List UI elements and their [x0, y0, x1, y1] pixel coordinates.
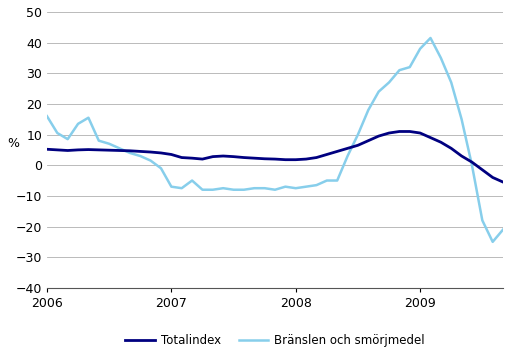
Bränslen och smörjmedel — [271, 188, 277, 192]
Bränslen och smörjmedel — [364, 108, 371, 112]
Legend: Totalindex, Bränslen och smörjmedel: Totalindex, Bränslen och smörjmedel — [121, 330, 429, 351]
Totalindex — [468, 160, 474, 164]
Totalindex — [489, 176, 495, 180]
Totalindex — [271, 157, 277, 161]
Totalindex — [44, 147, 50, 151]
Bränslen och smörjmedel — [209, 188, 215, 192]
Totalindex — [344, 146, 350, 151]
Bränslen och smörjmedel — [499, 227, 505, 232]
Line: Totalindex: Totalindex — [47, 132, 502, 182]
Bränslen och smörjmedel — [220, 186, 226, 190]
Totalindex — [313, 155, 319, 160]
Totalindex — [220, 154, 226, 158]
Bränslen och smörjmedel — [375, 90, 381, 94]
Y-axis label: %: % — [7, 137, 19, 150]
Bränslen och smörjmedel — [137, 154, 143, 158]
Bränslen och smörjmedel — [489, 240, 495, 244]
Totalindex — [168, 152, 174, 157]
Totalindex — [323, 152, 329, 157]
Bränslen och smörjmedel — [447, 80, 454, 85]
Bränslen och smörjmedel — [230, 188, 236, 192]
Totalindex — [292, 158, 298, 162]
Totalindex — [406, 130, 412, 134]
Bränslen och smörjmedel — [75, 122, 81, 126]
Totalindex — [282, 158, 288, 162]
Totalindex — [230, 154, 236, 159]
Totalindex — [199, 157, 205, 161]
Totalindex — [333, 149, 340, 153]
Totalindex — [251, 156, 257, 160]
Totalindex — [437, 140, 443, 144]
Bränslen och smörjmedel — [44, 114, 50, 118]
Totalindex — [106, 148, 112, 152]
Bränslen och smörjmedel — [282, 185, 288, 189]
Bränslen och smörjmedel — [292, 186, 298, 190]
Totalindex — [416, 131, 422, 135]
Totalindex — [54, 148, 60, 152]
Bränslen och smörjmedel — [147, 159, 153, 163]
Totalindex — [375, 134, 381, 138]
Bränslen och smörjmedel — [158, 166, 164, 170]
Totalindex — [158, 151, 164, 155]
Bränslen och smörjmedel — [323, 178, 329, 183]
Totalindex — [209, 154, 215, 159]
Bränslen och smörjmedel — [168, 185, 174, 189]
Bränslen och smörjmedel — [106, 142, 112, 146]
Totalindex — [96, 148, 102, 152]
Totalindex — [364, 139, 371, 143]
Bränslen och smörjmedel — [333, 178, 340, 183]
Bränslen och smörjmedel — [385, 80, 391, 85]
Bränslen och smörjmedel — [96, 139, 102, 143]
Bränslen och smörjmedel — [437, 56, 443, 60]
Bränslen och smörjmedel — [199, 188, 205, 192]
Bränslen och smörjmedel — [406, 65, 412, 69]
Totalindex — [427, 135, 433, 140]
Totalindex — [395, 130, 402, 134]
Totalindex — [447, 146, 454, 151]
Bränslen och smörjmedel — [261, 186, 267, 190]
Bränslen och smörjmedel — [416, 47, 422, 51]
Totalindex — [189, 156, 195, 160]
Bränslen och smörjmedel — [344, 154, 350, 158]
Totalindex — [354, 143, 360, 147]
Totalindex — [127, 149, 133, 153]
Totalindex — [261, 157, 267, 161]
Totalindex — [458, 154, 464, 158]
Totalindex — [240, 155, 246, 160]
Bränslen och smörjmedel — [478, 218, 485, 223]
Totalindex — [65, 148, 71, 153]
Bränslen och smörjmedel — [116, 146, 122, 151]
Totalindex — [385, 131, 391, 135]
Bränslen och smörjmedel — [395, 68, 402, 72]
Bränslen och smörjmedel — [178, 186, 184, 190]
Bränslen och smörjmedel — [302, 185, 308, 189]
Bränslen och smörjmedel — [427, 36, 433, 40]
Totalindex — [137, 149, 143, 153]
Bränslen och smörjmedel — [313, 183, 319, 187]
Bränslen och smörjmedel — [54, 131, 60, 135]
Bränslen och smörjmedel — [85, 115, 91, 120]
Line: Bränslen och smörjmedel: Bränslen och smörjmedel — [47, 38, 502, 242]
Bränslen och smörjmedel — [251, 186, 257, 190]
Bränslen och smörjmedel — [240, 188, 246, 192]
Totalindex — [147, 150, 153, 154]
Bränslen och smörjmedel — [127, 151, 133, 155]
Bränslen och smörjmedel — [65, 137, 71, 141]
Bränslen och smörjmedel — [458, 117, 464, 121]
Bränslen och smörjmedel — [354, 132, 360, 137]
Totalindex — [478, 168, 485, 172]
Totalindex — [116, 148, 122, 153]
Bränslen och smörjmedel — [468, 163, 474, 167]
Totalindex — [75, 148, 81, 152]
Totalindex — [499, 180, 505, 184]
Bränslen och smörjmedel — [189, 178, 195, 183]
Totalindex — [302, 157, 308, 161]
Totalindex — [85, 147, 91, 152]
Totalindex — [178, 155, 184, 160]
